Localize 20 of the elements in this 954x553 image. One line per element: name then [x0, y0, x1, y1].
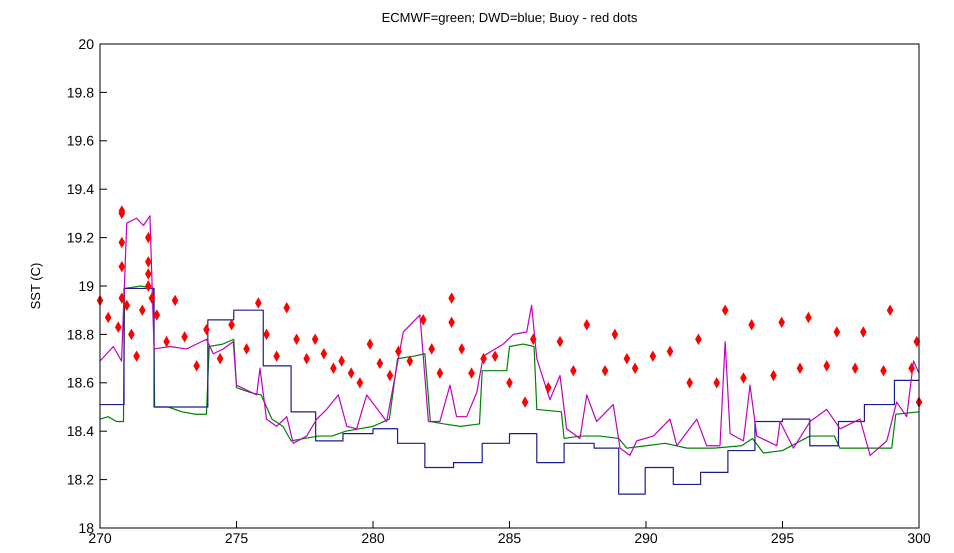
x-tick-label: 280 [361, 530, 385, 546]
y-tick-label: 19.4 [66, 181, 94, 198]
y-tick-label: 19 [78, 278, 94, 294]
x-tick-label: 290 [634, 530, 658, 546]
line-series [99, 215, 920, 456]
y-tick-label: 18.2 [66, 472, 94, 488]
y-tick-label: 18.8 [66, 326, 94, 342]
line-series [99, 285, 920, 454]
chart-title: ECMWF=green; DWD=blue; Buoy - red dots [382, 10, 638, 25]
y-tick-label: 18.6 [66, 374, 94, 391]
x-tick-label: 285 [498, 530, 522, 546]
y-tick-label: 19.8 [66, 84, 94, 100]
y-axis-title: SST (C) [28, 262, 43, 310]
x-tick-label: 275 [224, 530, 248, 546]
x-tick-label: 295 [770, 530, 794, 546]
y-tick-label: 18.4 [66, 423, 94, 440]
y-tick-label: 19.6 [66, 132, 94, 149]
y-tick-label: 19.2 [66, 230, 94, 246]
x-tick-label: 300 [907, 530, 931, 546]
y-tick-label: 20 [78, 36, 94, 52]
